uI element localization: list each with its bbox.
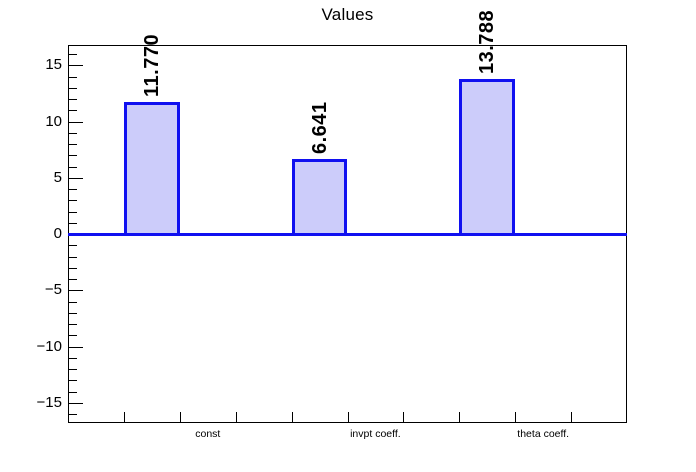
y-axis-tick-label: 0 [53,225,62,242]
y-axis-minor-tick [69,267,77,269]
y-axis-minor-tick [69,245,77,247]
y-axis-tick-label: 15 [45,56,62,74]
y-axis-tick-label: −15 [36,393,62,411]
y-axis-minor-tick [69,222,77,224]
x-axis-category-label: theta coeff. [517,428,570,440]
x-axis-category-label: const [195,428,221,440]
y-axis-minor-tick [69,76,77,78]
y-axis-minor-tick [69,54,77,55]
bar-theta-coeff [459,78,516,235]
y-axis-tick-label: 5 [53,168,62,186]
zero-line [68,233,627,236]
y-axis-minor-tick [69,87,77,89]
y-axis-minor-tick [69,301,77,303]
y-axis-minor-tick [69,380,77,382]
y-axis-minor-tick [69,312,77,314]
x-axis-tick [179,412,181,422]
y-axis-minor-tick [69,99,77,100]
y-axis-minor-tick [69,335,77,337]
y-axis-tick-label: 10 [45,112,62,130]
y-axis-minor-tick [69,132,77,134]
bar-invpt-coeff [291,159,348,235]
y-axis-minor-tick [69,200,77,202]
x-axis-tick [123,412,125,422]
y-axis-major-tick [69,177,83,179]
y-axis-minor-tick [69,324,77,325]
y-axis-major-tick [69,346,83,348]
x-axis-tick [571,412,573,422]
x-axis-tick [515,412,517,422]
y-axis-minor-tick [69,414,77,415]
y-axis-minor-tick [69,391,77,393]
bar-const [123,101,180,235]
y-axis-minor-tick [69,166,77,168]
y-axis-major-tick [69,121,83,123]
y-axis-tick-label: −10 [36,337,62,355]
x-axis-tick [347,412,349,422]
y-axis-minor-tick [69,256,77,258]
y-axis-minor-tick [69,357,77,359]
chart-title: Values [321,5,374,24]
bar-value-label: 6.641 [308,101,331,155]
x-axis-tick [235,412,237,422]
y-axis-minor-tick [69,189,77,190]
x-axis-tick [291,412,293,422]
y-axis-minor-tick [69,211,77,213]
y-axis-minor-tick [69,279,77,280]
y-axis-tick-label: −5 [44,281,62,299]
y-axis-minor-tick [69,369,77,370]
y-axis-major-tick [69,402,83,404]
y-axis-major-tick [69,65,83,67]
bar-value-label: 11.770 [140,33,163,97]
x-axis-tick [459,412,461,422]
y-axis-major-tick [69,290,83,292]
bar-value-label: 13.788 [476,9,499,74]
y-axis-minor-tick [69,155,77,157]
x-axis-category-label: invpt coeff. [350,428,401,440]
x-axis-tick [403,412,405,422]
y-axis-minor-tick [69,144,77,145]
y-axis-minor-tick [69,110,77,112]
